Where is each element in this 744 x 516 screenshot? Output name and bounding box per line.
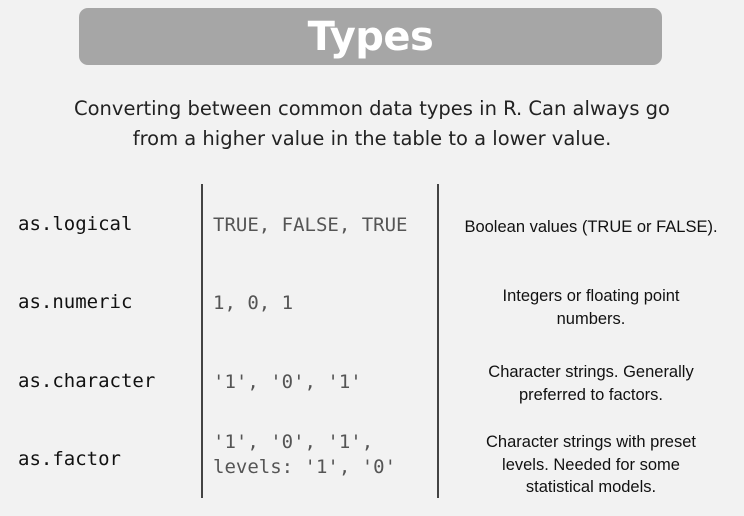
description-as-logical: Boolean values (TRUE or FALSE). — [448, 216, 734, 239]
function-as-logical: as.logical — [18, 213, 133, 235]
description-as-factor: Character strings with preset levels. Ne… — [448, 431, 734, 499]
function-as-character: as.character — [18, 370, 156, 392]
description-line: Boolean values (TRUE or FALSE). — [464, 218, 718, 236]
description-line: preferred to factors. — [519, 385, 663, 404]
example-as-logical: TRUE, FALSE, TRUE — [213, 214, 408, 236]
function-as-factor: as.factor — [18, 448, 121, 470]
description-line: Integers or floating point — [502, 287, 680, 305]
description-line: Character strings. Generally — [488, 363, 694, 381]
subtitle-line-1: Converting between common data types in … — [74, 97, 670, 120]
example-as-character: '1', '0', '1' — [213, 371, 362, 393]
function-as-numeric: as.numeric — [18, 291, 133, 313]
example-as-factor-line-2: levels: '1', '0' — [213, 456, 397, 478]
column-divider-right — [437, 184, 439, 498]
description-line: numbers. — [556, 309, 626, 328]
example-as-numeric: 1, 0, 1 — [213, 292, 294, 314]
title-banner: Types — [79, 8, 662, 65]
description-as-numeric: Integers or floating point numbers. — [448, 285, 734, 330]
page-title: Types — [307, 13, 434, 60]
description-line: Character strings with preset — [486, 433, 696, 451]
subtitle-line-2: from a higher value in the table to a lo… — [132, 127, 612, 150]
column-divider-left — [201, 184, 203, 498]
example-as-factor-line-1: '1', '0', '1', — [213, 431, 374, 453]
description-line: levels. Needed for some — [502, 455, 680, 474]
description-line: statistical models. — [525, 478, 657, 496]
description-as-character: Character strings. Generally preferred t… — [448, 361, 734, 406]
